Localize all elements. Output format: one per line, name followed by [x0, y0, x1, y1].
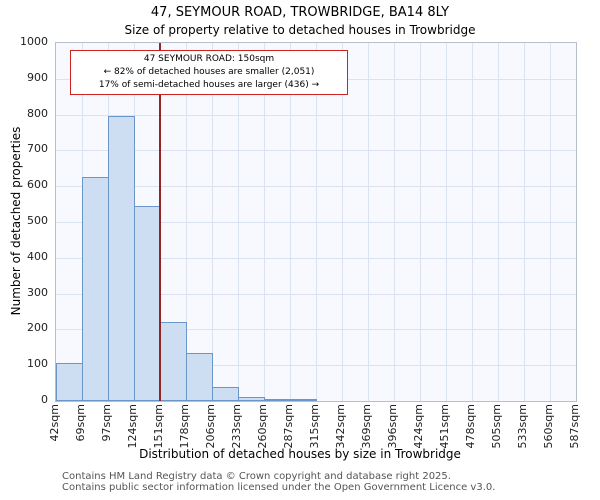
x-tick-label: 206sqm	[204, 404, 217, 449]
y-tick-label: 500	[27, 214, 48, 227]
x-tick-label: 97sqm	[100, 404, 113, 442]
v-gridline	[238, 43, 239, 401]
y-tick-label: 900	[27, 70, 48, 84]
x-tick-label: 560sqm	[542, 404, 555, 449]
y-tick-label: 300	[27, 285, 48, 299]
histogram-bar	[238, 396, 265, 401]
plot-area: 47 SEYMOUR ROAD: 150sqm ← 82% of detache…	[55, 42, 577, 402]
v-gridline	[446, 43, 447, 401]
histogram-bar	[290, 398, 317, 401]
property-annotation-box: 47 SEYMOUR ROAD: 150sqm ← 82% of detache…	[70, 50, 348, 96]
x-tick-label: 124sqm	[126, 404, 139, 449]
x-tick-label: 396sqm	[386, 404, 399, 449]
x-tick-label: 260sqm	[256, 404, 269, 449]
x-tick-label: 478sqm	[464, 404, 477, 449]
v-gridline	[472, 43, 473, 401]
annotation-line-2: ← 82% of detached houses are smaller (2,…	[103, 67, 315, 78]
x-tick-label: 69sqm	[74, 404, 87, 442]
histogram-bar	[212, 386, 239, 401]
annotation-line-1: 47 SEYMOUR ROAD: 150sqm	[143, 54, 275, 64]
v-gridline	[264, 43, 265, 401]
v-gridline	[394, 43, 395, 401]
histogram-bar	[108, 116, 135, 401]
y-tick-label: 800	[27, 106, 48, 120]
y-tick-label: 400	[27, 249, 48, 263]
y-tick-label: 600	[27, 178, 48, 192]
y-tick-label: 200	[27, 321, 48, 335]
v-gridline	[420, 43, 421, 401]
y-tick-label: 0	[41, 393, 48, 406]
histogram-bar	[186, 352, 213, 401]
x-tick-label: 178sqm	[178, 404, 191, 449]
x-tick-label: 315sqm	[308, 404, 321, 449]
y-tick-label: 700	[27, 142, 48, 156]
x-tick-label: 151sqm	[152, 404, 165, 449]
property-size-marker-line	[159, 43, 162, 401]
x-tick-label: 233sqm	[230, 404, 243, 449]
v-gridline	[498, 43, 499, 401]
y-tick-label: 100	[27, 357, 48, 371]
x-tick-label: 505sqm	[490, 404, 503, 449]
histogram-bar	[82, 177, 109, 401]
v-gridline	[524, 43, 525, 401]
x-tick-label: 287sqm	[282, 404, 295, 449]
x-tick-label: 424sqm	[412, 404, 425, 449]
x-tick-label: 451sqm	[438, 404, 451, 449]
footer-line-2: Contains public sector information licen…	[62, 482, 496, 493]
x-tick-label: 587sqm	[568, 404, 581, 449]
chart-subtitle: Size of property relative to detached ho…	[124, 23, 476, 37]
v-gridline	[316, 43, 317, 401]
footer-line-1: Contains HM Land Registry data © Crown c…	[62, 471, 451, 482]
x-tick-label: 42sqm	[48, 404, 61, 442]
y-tick-label: 1000	[20, 35, 48, 48]
histogram-bar	[160, 322, 187, 401]
v-gridline	[212, 43, 213, 401]
histogram-bar	[264, 399, 291, 401]
chart-title: 47, SEYMOUR ROAD, TROWBRIDGE, BA14 8LY	[150, 5, 450, 20]
x-tick-label: 533sqm	[516, 404, 529, 449]
histogram-bar	[56, 363, 83, 401]
v-gridline	[186, 43, 187, 401]
x-tick-label: 342sqm	[334, 404, 347, 449]
histogram-bar	[134, 205, 161, 401]
x-tick-label: 369sqm	[360, 404, 373, 449]
v-gridline	[290, 43, 291, 401]
v-gridline	[550, 43, 551, 401]
annotation-line-3: 17% of semi-detached houses are larger (…	[98, 80, 320, 91]
v-gridline	[342, 43, 343, 401]
x-axis-label: Distribution of detached houses by size …	[139, 447, 461, 461]
v-gridline	[368, 43, 369, 401]
